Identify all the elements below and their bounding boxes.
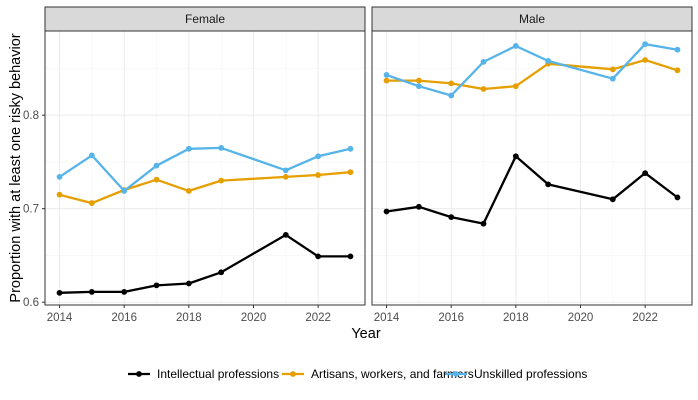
data-point-unskilled-professions-2014 xyxy=(56,173,63,180)
data-point-intellectual-professions-2017 xyxy=(480,220,487,227)
x-tick-label-2022: 2022 xyxy=(305,312,331,324)
data-point-unskilled-professions-2021 xyxy=(282,167,289,174)
data-point-intellectual-professions-2021 xyxy=(282,231,289,238)
data-point-artisans-workers-and-farmers-2022 xyxy=(315,172,322,178)
x-tick-label-2018: 2018 xyxy=(176,312,202,324)
legend-item-unskilled-professions: Unskilled professions xyxy=(445,367,587,381)
data-point-intellectual-professions-2015 xyxy=(88,289,95,295)
data-point-artisans-workers-and-farmers-2023 xyxy=(347,169,354,176)
data-point-unskilled-professions-2019 xyxy=(545,58,552,64)
data-point-unskilled-professions-2015 xyxy=(88,152,95,159)
plot-area-male xyxy=(372,31,692,305)
x-axis-title: Year xyxy=(351,326,380,342)
data-point-unskilled-professions-2018 xyxy=(512,43,519,49)
data-point-intellectual-professions-2023 xyxy=(674,194,681,201)
data-point-intellectual-professions-2021 xyxy=(609,196,616,203)
strip-label-female: Female xyxy=(185,12,225,26)
panel-border-female xyxy=(44,30,366,306)
data-point-intellectual-professions-2018 xyxy=(512,153,519,160)
y-tick-label-0.7: 0.7 xyxy=(23,204,39,216)
data-point-artisans-workers-and-farmers-2014 xyxy=(56,191,63,198)
data-point-unskilled-professions-2022 xyxy=(642,41,649,47)
data-point-unskilled-professions-2016 xyxy=(121,188,128,194)
legend-label-artisans-workers-and-farmers: Artisans, workers, and farmers xyxy=(311,367,474,381)
data-point-artisans-workers-and-farmers-2021 xyxy=(282,173,289,180)
data-point-intellectual-professions-2022 xyxy=(315,253,322,260)
data-point-artisans-workers-and-farmers-2014 xyxy=(383,77,390,84)
y-tick-label-0.8: 0.8 xyxy=(23,110,39,122)
x-tick-label-2018: 2018 xyxy=(503,312,529,324)
data-point-unskilled-professions-2019 xyxy=(218,144,225,151)
data-point-intellectual-professions-2018 xyxy=(185,280,192,287)
data-point-artisans-workers-and-farmers-2019 xyxy=(218,177,225,184)
data-point-unskilled-professions-2018 xyxy=(185,145,192,152)
panel-border-male xyxy=(371,30,693,306)
y-axis-title: Proportion with at least one risky behav… xyxy=(8,33,24,302)
data-point-artisans-workers-and-farmers-2017 xyxy=(480,86,487,92)
data-point-unskilled-professions-2021 xyxy=(609,75,616,82)
data-point-intellectual-professions-2019 xyxy=(218,269,225,276)
x-tick-label-2020: 2020 xyxy=(568,312,594,324)
data-point-artisans-workers-and-farmers-2023 xyxy=(674,67,681,74)
data-point-artisans-workers-and-farmers-2018 xyxy=(185,188,192,194)
panel-male: Male 2014 2016 2018 2020 2022 xyxy=(371,6,693,324)
data-point-intellectual-professions-2014 xyxy=(56,289,63,296)
data-point-intellectual-professions-2016 xyxy=(448,214,455,220)
data-point-artisans-workers-and-farmers-2017 xyxy=(153,176,160,183)
legend-label-intellectual-professions: Intellectual professions xyxy=(157,367,279,381)
data-point-intellectual-professions-2014 xyxy=(383,208,390,215)
data-point-unskilled-professions-2017 xyxy=(153,162,160,169)
data-point-artisans-workers-and-farmers-2022 xyxy=(642,57,649,63)
legend-item-intellectual-professions: Intellectual professions xyxy=(128,367,279,381)
x-tick-label-2014: 2014 xyxy=(47,312,73,324)
data-point-unskilled-professions-2023 xyxy=(347,145,354,152)
strip-label-male: Male xyxy=(519,12,545,26)
data-point-unskilled-professions-2016 xyxy=(448,92,455,99)
data-point-intellectual-professions-2022 xyxy=(642,170,649,177)
x-tick-label-2016: 2016 xyxy=(438,312,464,324)
data-point-intellectual-professions-2015 xyxy=(415,203,422,210)
legend-key-point-intellectual-professions xyxy=(136,371,142,377)
strip-female xyxy=(44,6,366,32)
legend: Intellectual professions Artisans, worker… xyxy=(128,367,587,381)
data-point-artisans-workers-and-farmers-2015 xyxy=(415,77,422,84)
panel-female: Female 2014 2016 2018 2020 2022 0.6 0.7 0.8 xyxy=(23,6,366,324)
plot-area-female xyxy=(45,31,365,305)
data-point-artisans-workers-and-farmers-2021 xyxy=(609,66,616,73)
x-tick-label-2022: 2022 xyxy=(632,312,658,324)
data-point-artisans-workers-and-farmers-2016 xyxy=(448,80,455,87)
data-point-intellectual-professions-2023 xyxy=(347,253,354,260)
facet-panels: Female 2014 2016 2018 2020 2022 0.6 0.7 0.8 Male 2… xyxy=(23,6,693,324)
data-point-unskilled-professions-2015 xyxy=(415,83,422,90)
data-point-intellectual-professions-2019 xyxy=(545,181,552,188)
strip-male xyxy=(371,6,693,32)
legend-label-unskilled-professions: Unskilled professions xyxy=(474,367,587,381)
data-point-artisans-workers-and-farmers-2015 xyxy=(88,200,95,206)
y-tick-label-0.6: 0.6 xyxy=(23,297,39,309)
data-point-intellectual-professions-2016 xyxy=(121,289,128,295)
data-point-intellectual-professions-2017 xyxy=(153,282,160,289)
x-tick-label-2020: 2020 xyxy=(241,312,267,324)
x-tick-label-2016: 2016 xyxy=(111,312,137,324)
x-tick-label-2014: 2014 xyxy=(374,312,400,324)
data-point-unskilled-professions-2017 xyxy=(480,58,487,65)
legend-key-point-artisans-workers-and-farmers xyxy=(290,371,296,377)
data-point-unskilled-professions-2022 xyxy=(315,153,322,160)
legend-key-point-unskilled-professions xyxy=(453,371,459,377)
data-point-unskilled-professions-2014 xyxy=(383,72,390,78)
data-point-unskilled-professions-2023 xyxy=(674,46,681,53)
legend-item-artisans-workers-and-farmers: Artisans, workers, and farmers xyxy=(282,367,474,381)
data-point-artisans-workers-and-farmers-2018 xyxy=(512,83,519,90)
